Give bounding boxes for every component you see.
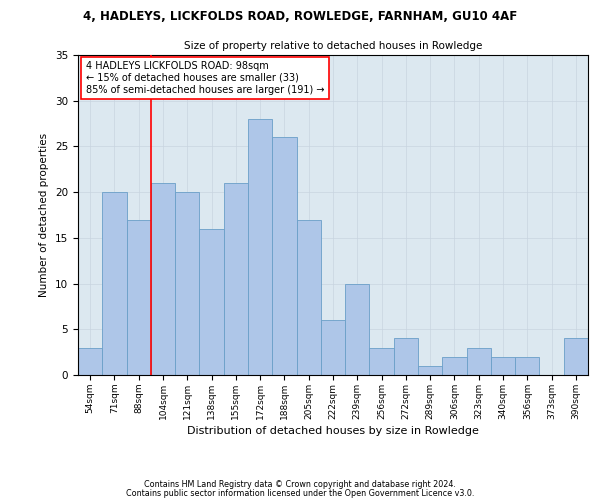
- Bar: [102, 192, 127, 375]
- Bar: [224, 183, 248, 375]
- Bar: [321, 320, 345, 375]
- Bar: [515, 356, 539, 375]
- Bar: [467, 348, 491, 375]
- Bar: [199, 228, 224, 375]
- Bar: [345, 284, 370, 375]
- Y-axis label: Number of detached properties: Number of detached properties: [40, 133, 49, 297]
- Text: 4, HADLEYS, LICKFOLDS ROAD, ROWLEDGE, FARNHAM, GU10 4AF: 4, HADLEYS, LICKFOLDS ROAD, ROWLEDGE, FA…: [83, 10, 517, 23]
- Bar: [296, 220, 321, 375]
- Text: 4 HADLEYS LICKFOLDS ROAD: 98sqm
← 15% of detached houses are smaller (33)
85% of: 4 HADLEYS LICKFOLDS ROAD: 98sqm ← 15% of…: [86, 62, 324, 94]
- Bar: [491, 356, 515, 375]
- Bar: [394, 338, 418, 375]
- Bar: [442, 356, 467, 375]
- Bar: [78, 348, 102, 375]
- Bar: [418, 366, 442, 375]
- Bar: [127, 220, 151, 375]
- Bar: [175, 192, 199, 375]
- Text: Contains public sector information licensed under the Open Government Licence v3: Contains public sector information licen…: [126, 488, 474, 498]
- Title: Size of property relative to detached houses in Rowledge: Size of property relative to detached ho…: [184, 42, 482, 51]
- Text: Contains HM Land Registry data © Crown copyright and database right 2024.: Contains HM Land Registry data © Crown c…: [144, 480, 456, 489]
- Bar: [272, 138, 296, 375]
- Bar: [564, 338, 588, 375]
- X-axis label: Distribution of detached houses by size in Rowledge: Distribution of detached houses by size …: [187, 426, 479, 436]
- Bar: [151, 183, 175, 375]
- Bar: [248, 119, 272, 375]
- Bar: [370, 348, 394, 375]
